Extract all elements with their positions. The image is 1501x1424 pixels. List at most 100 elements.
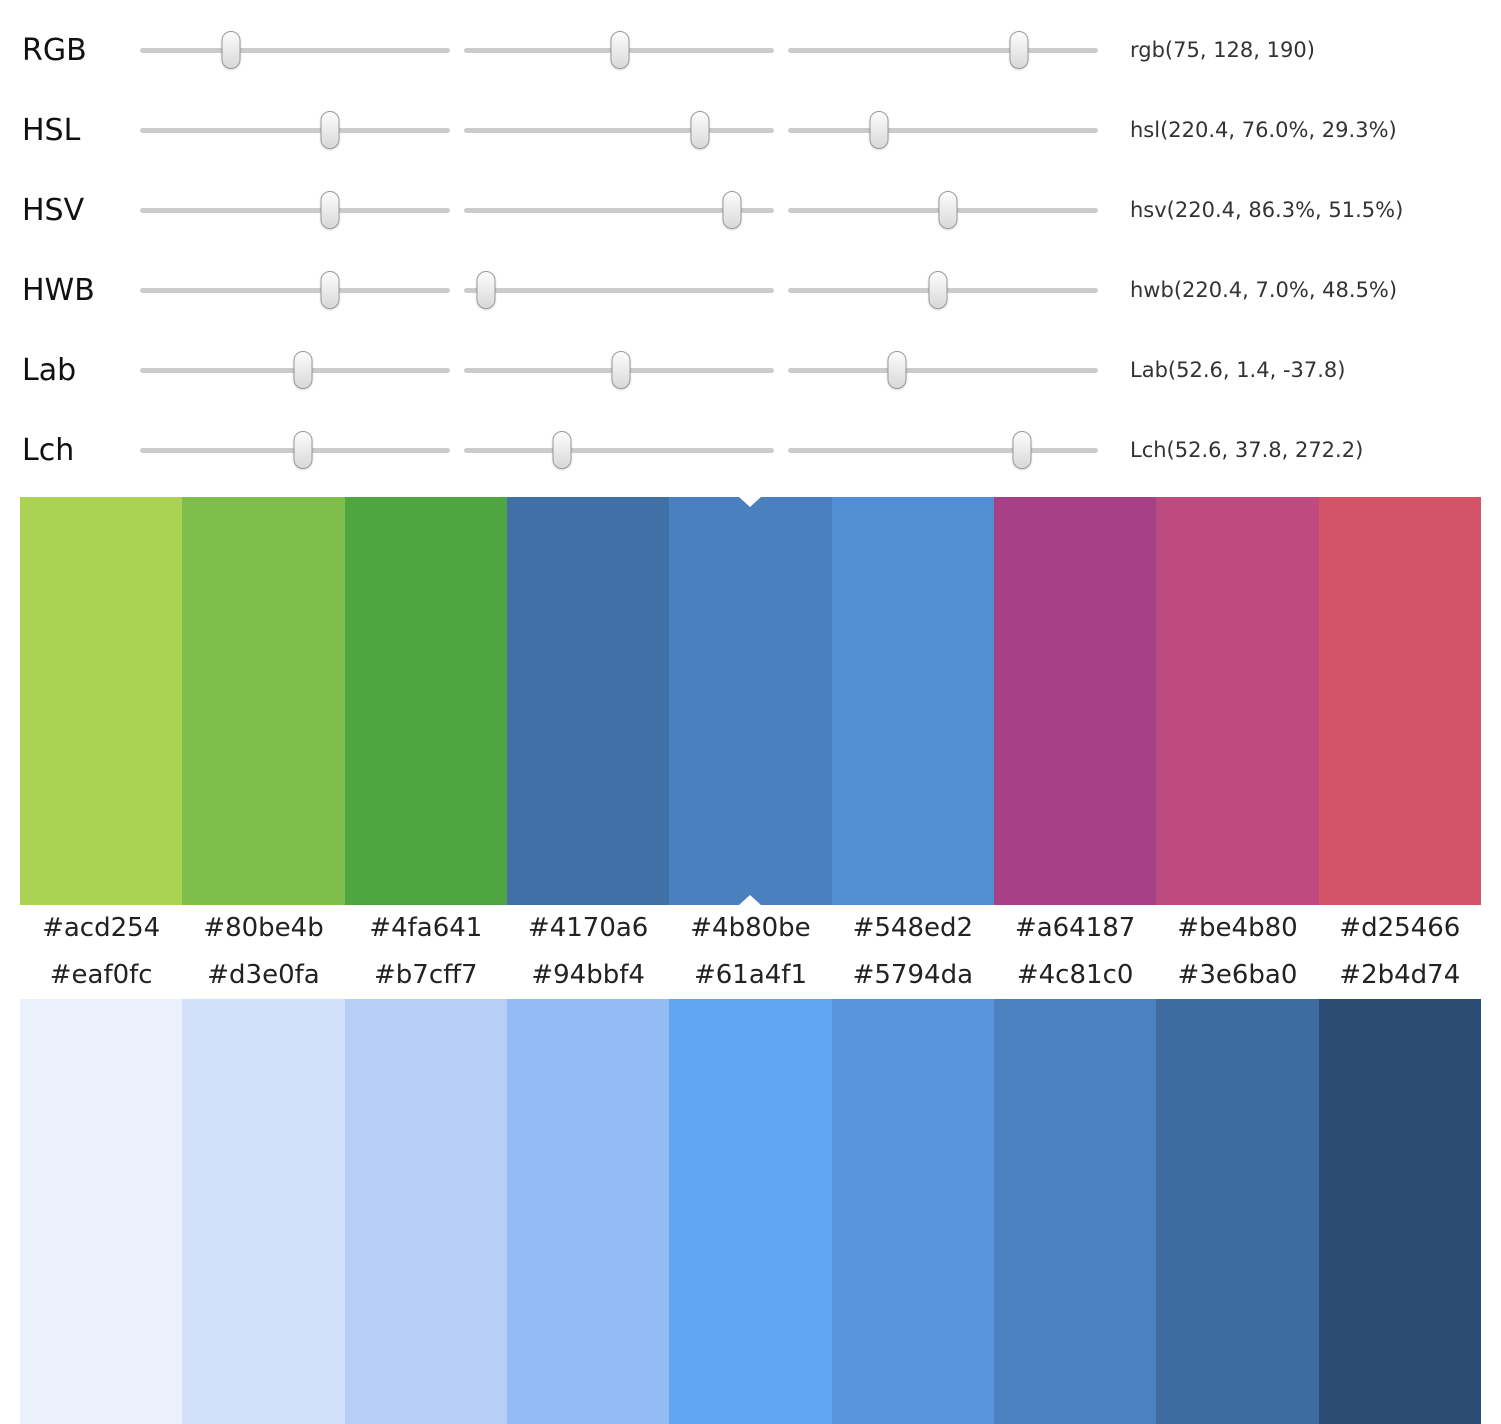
hue-hex-labels: #acd254 #80be4b #4fa641 #4170a6 #4b80be … [20, 905, 1481, 954]
slider-lab-b[interactable] [788, 347, 1098, 393]
color-value-rgb: rgb(75, 128, 190) [1130, 38, 1315, 62]
lightness-swatch[interactable] [182, 999, 345, 1424]
lightness-swatch[interactable] [20, 999, 183, 1424]
hue-swatch[interactable] [993, 497, 1157, 905]
color-value-lch: Lch(52.6, 37.8, 272.2) [1130, 438, 1364, 462]
hue-swatch[interactable] [344, 497, 507, 905]
slider-rgb-red[interactable] [140, 27, 450, 73]
slider-track[interactable] [140, 47, 450, 53]
slider-track[interactable] [788, 367, 1098, 373]
hex-label: #4170a6 [527, 913, 649, 943]
hex-label: #a64187 [1014, 913, 1136, 943]
slider-hsl-lightness[interactable] [788, 107, 1098, 153]
slider-thumb[interactable] [320, 191, 340, 229]
slider-hsv-hue[interactable] [140, 187, 450, 233]
slider-hsv-saturation[interactable] [464, 187, 774, 233]
colorspace-label-hwb: HWB [22, 272, 95, 308]
lightness-swatch[interactable] [1318, 999, 1481, 1424]
color-value-hwb: hwb(220.4, 7.0%, 48.5%) [1130, 278, 1398, 302]
slider-rgb-blue[interactable] [788, 27, 1098, 73]
slider-hsl-saturation[interactable] [464, 107, 774, 153]
hex-label: #80be4b [203, 913, 324, 943]
slider-thumb[interactable] [610, 31, 630, 69]
slider-track[interactable] [788, 47, 1098, 53]
slider-thumb[interactable] [611, 351, 631, 389]
slider-thumb[interactable] [221, 31, 241, 69]
lightness-swatch[interactable] [669, 999, 832, 1424]
hex-label: #acd254 [42, 913, 161, 943]
slider-thumb[interactable] [928, 271, 948, 309]
slider-lch-hue[interactable] [788, 427, 1098, 473]
slider-thumb[interactable] [293, 431, 313, 469]
hue-swatch-band [20, 497, 1481, 905]
slider-thumb[interactable] [722, 191, 742, 229]
slider-thumb[interactable] [869, 111, 889, 149]
slider-lch-l[interactable] [140, 427, 450, 473]
hex-label: #4b80be [690, 913, 811, 943]
colorspace-label-lch: Lch [22, 432, 75, 468]
hue-swatch[interactable] [182, 497, 345, 905]
hex-label: #d25466 [1339, 913, 1461, 943]
colorspace-label-hsv: HSV [22, 192, 85, 228]
slider-track[interactable] [464, 287, 774, 293]
lightness-swatch[interactable] [506, 999, 670, 1424]
color-value-hsl: hsl(220.4, 76.0%, 29.3%) [1130, 118, 1397, 142]
color-value-lab: Lab(52.6, 1.4, -37.8) [1130, 358, 1346, 382]
slider-thumb[interactable] [320, 111, 340, 149]
slider-row-lab: Lab Lab(52.6, 1.4, -37.8) [0, 330, 1501, 410]
slider-hsv-value[interactable] [788, 187, 1098, 233]
colorspace-label-lab: Lab [22, 352, 77, 388]
hex-label: #4fa641 [369, 913, 483, 943]
hue-swatch[interactable] [1318, 497, 1481, 905]
hex-label: #be4b80 [1177, 913, 1298, 943]
hue-swatch[interactable] [506, 497, 670, 905]
colorspace-label-rgb: RGB [22, 32, 87, 68]
slider-row-hsv: HSV hsv(220.4, 86.3%, 51.5%) [0, 170, 1501, 250]
slider-row-hwb: HWB hwb(220.4, 7.0%, 48.5%) [0, 250, 1501, 330]
lightness-swatch[interactable] [1156, 999, 1319, 1424]
slider-thumb[interactable] [1009, 31, 1029, 69]
slider-thumb[interactable] [293, 351, 313, 389]
hex-label: #3e6ba0 [1177, 960, 1298, 990]
slider-thumb[interactable] [887, 351, 907, 389]
hex-label: #2b4d74 [1339, 960, 1461, 990]
slider-thumb[interactable] [476, 271, 496, 309]
slider-row-lch: Lch Lch(52.6, 37.8, 272.2) [0, 410, 1501, 490]
slider-hwb-hue[interactable] [140, 267, 450, 313]
lightness-swatch[interactable] [993, 999, 1157, 1424]
hue-swatch[interactable] [20, 497, 183, 905]
slider-hwb-whiteness[interactable] [464, 267, 774, 313]
hue-swatch[interactable] [831, 497, 994, 905]
hex-label: #548ed2 [852, 913, 974, 943]
slider-track[interactable] [464, 447, 774, 453]
slider-hwb-blackness[interactable] [788, 267, 1098, 313]
hue-palette: #acd254 #80be4b #4fa641 #4170a6 #4b80be … [20, 497, 1481, 954]
slider-thumb[interactable] [552, 431, 572, 469]
slider-track[interactable] [140, 127, 450, 133]
colorspace-sliders-panel: RGB rgb(75, 128, 190) HSL hsl(220.4, [0, 0, 1501, 490]
slider-track[interactable] [464, 207, 774, 213]
slider-thumb[interactable] [938, 191, 958, 229]
hex-label: #5794da [852, 960, 973, 990]
slider-track[interactable] [140, 287, 450, 293]
slider-track[interactable] [464, 127, 774, 133]
lightness-hex-labels: #eaf0fc #d3e0fa #b7cff7 #94bbf4 #61a4f1 … [20, 954, 1481, 999]
slider-lab-a[interactable] [464, 347, 774, 393]
lightness-swatch[interactable] [831, 999, 994, 1424]
colorspace-label-hsl: HSL [22, 112, 81, 148]
slider-track[interactable] [788, 447, 1098, 453]
hex-label: #d3e0fa [207, 960, 320, 990]
slider-rgb-green[interactable] [464, 27, 774, 73]
slider-lab-l[interactable] [140, 347, 450, 393]
slider-track[interactable] [140, 207, 450, 213]
slider-hsl-hue[interactable] [140, 107, 450, 153]
hue-swatch-selected[interactable] [669, 497, 832, 905]
hex-label: #eaf0fc [49, 960, 153, 990]
slider-thumb[interactable] [1012, 431, 1032, 469]
slider-thumb[interactable] [320, 271, 340, 309]
lightness-swatch[interactable] [344, 999, 507, 1424]
hue-swatch[interactable] [1156, 497, 1319, 905]
slider-lch-chroma[interactable] [464, 427, 774, 473]
slider-thumb[interactable] [690, 111, 710, 149]
slider-track[interactable] [788, 127, 1098, 133]
